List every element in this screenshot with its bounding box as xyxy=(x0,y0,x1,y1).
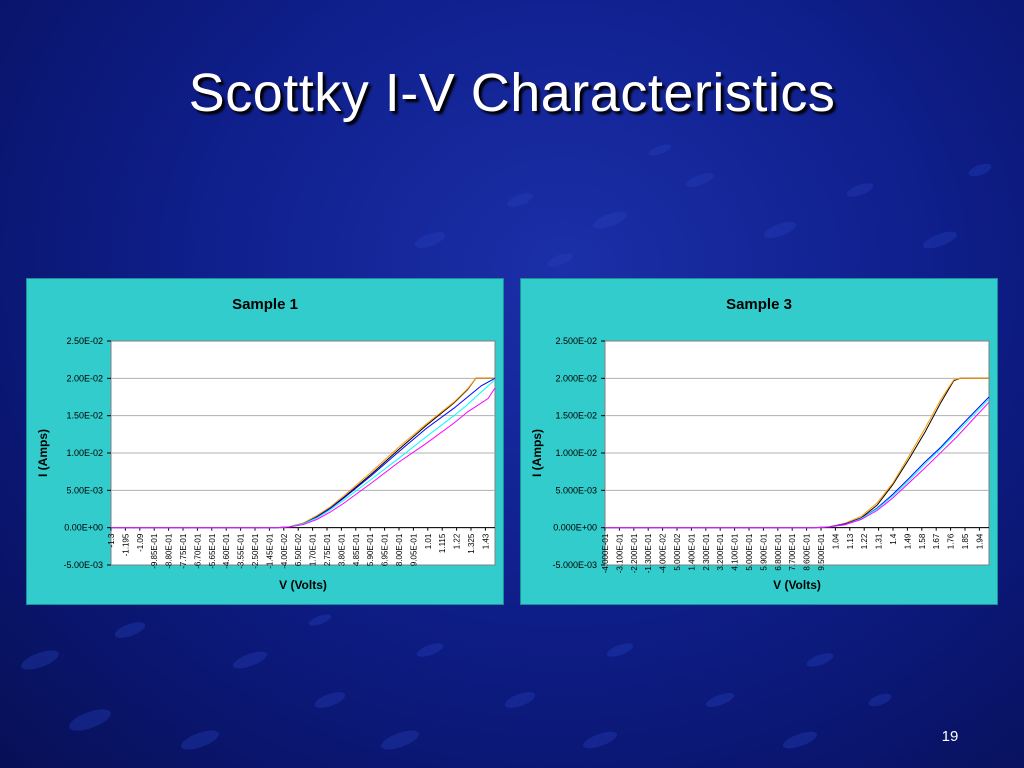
x-tick-label: 6.50E-02 xyxy=(294,533,303,566)
x-tick-label: 5.000E-02 xyxy=(673,533,682,570)
y-tick-label: 2.500E-02 xyxy=(555,336,597,346)
x-tick-label: 4.85E-01 xyxy=(352,533,361,566)
x-tick-label: -1.195 xyxy=(121,533,130,556)
chart-sample-3: Sample 3 2.500E-02 2.000E-02 1.500E-02 1.00… xyxy=(520,278,998,605)
x-tick-label: -8.80E-01 xyxy=(165,533,174,569)
y-tick-label: 0.000E+00 xyxy=(553,523,597,533)
y-tick-label: -5.00E-03 xyxy=(63,560,103,570)
y-tick-label: 2.000E-02 xyxy=(555,373,597,383)
x-tick-label: 1.31 xyxy=(875,533,884,549)
y-tick-label: -5.000E-03 xyxy=(552,560,597,570)
chart-title: Sample 1 xyxy=(232,296,298,313)
x-tick-label: -1.45E-01 xyxy=(265,533,274,569)
x-tick-label: 2.75E-01 xyxy=(323,533,332,566)
y-tick-label: 1.00E-02 xyxy=(66,448,103,458)
x-tick-label: 7.700E-01 xyxy=(788,533,797,570)
x-axis-label: V (Volts) xyxy=(279,578,327,592)
x-tick-label: -4.60E-01 xyxy=(222,533,231,569)
x-tick-label: 1.67 xyxy=(932,533,941,549)
x-tick-label: -4.000E-02 xyxy=(659,533,668,573)
x-tick-label: -7.75E-01 xyxy=(179,533,188,569)
y-tick-label: 0.00E+00 xyxy=(64,523,103,533)
x-tick-label: 1.70E-01 xyxy=(309,533,318,566)
y-tick-label: 1.000E-02 xyxy=(555,448,597,458)
y-tick-label: 5.000E-03 xyxy=(555,485,597,495)
x-tick-label: 1.22 xyxy=(453,533,462,549)
x-tick-label: -5.65E-01 xyxy=(208,533,217,569)
x-tick-label: 1.94 xyxy=(975,533,984,549)
x-tick-label: 6.800E-01 xyxy=(774,533,783,570)
x-tick-label: -3.55E-01 xyxy=(237,533,246,569)
x-tick-label: 1.325 xyxy=(467,533,476,554)
x-tick-label: 1.22 xyxy=(860,533,869,549)
x-tick-label: 3.80E-01 xyxy=(337,533,346,566)
x-tick-label: 6.95E-01 xyxy=(381,533,390,566)
x-tick-label: 5.90E-01 xyxy=(366,533,375,566)
x-tick-label: -1.09 xyxy=(136,533,145,552)
chart-plot: 2.500E-02 2.000E-02 1.500E-02 1.000E-02 5.00… xyxy=(530,336,990,592)
x-tick-label: 2.300E-01 xyxy=(702,533,711,570)
slide-title: Scottky I-V Characteristics xyxy=(188,63,836,123)
x-tick-label: -1.3 xyxy=(107,533,116,547)
x-tick-label: 5.900E-01 xyxy=(759,533,768,570)
x-tick-label: 1.115 xyxy=(438,533,447,553)
x-tick-label: 1.49 xyxy=(903,533,912,549)
x-tick-label: 1.43 xyxy=(481,533,490,549)
x-tick-label: 1.13 xyxy=(846,533,855,549)
x-axis-label: V (Volts) xyxy=(773,578,821,592)
y-tick-label: 1.50E-02 xyxy=(66,411,103,421)
chart-plot: 2.50E-02 2.00E-02 1.50E-02 1.00E-02 5.00E-03… xyxy=(36,336,496,592)
x-tick-label: 1.76 xyxy=(947,533,956,549)
series-line xyxy=(605,401,990,529)
y-tick-label: 5.00E-03 xyxy=(66,485,103,495)
chart-title: Sample 3 xyxy=(726,296,792,313)
x-tick-label: 9.500E-01 xyxy=(817,533,826,570)
x-tick-label: 5.000E-01 xyxy=(745,533,754,570)
x-tick-label: 1.400E-01 xyxy=(687,533,696,570)
y-axis-label: I (Amps) xyxy=(36,429,50,477)
x-tick-label: 3.200E-01 xyxy=(716,533,725,570)
page-number: 19 xyxy=(941,728,959,745)
x-tick-label: -3.100E-01 xyxy=(615,533,624,573)
x-tick-label: -9.85E-01 xyxy=(150,533,159,569)
x-tick-label: 1.4 xyxy=(889,533,898,545)
x-tick-label: -2.50E-01 xyxy=(251,533,260,569)
y-axis-label: I (Amps) xyxy=(530,429,544,477)
x-tick-label: 1.58 xyxy=(918,533,927,549)
x-tick-label: 8.600E-01 xyxy=(803,533,812,570)
x-tick-label: -6.70E-01 xyxy=(193,533,202,569)
x-tick-label: 9.05E-01 xyxy=(409,533,418,566)
x-tick-label: 1.85 xyxy=(961,533,970,549)
y-tick-label: 2.00E-02 xyxy=(66,373,103,383)
x-tick-label: -4.00E-02 xyxy=(280,533,289,569)
x-tick-label: 4.100E-01 xyxy=(731,533,740,570)
x-tick-label: -2.200E-01 xyxy=(630,533,639,573)
x-tick-label: 1.04 xyxy=(831,533,840,549)
series-line xyxy=(111,387,496,529)
x-tick-label: -4.000E-01 xyxy=(601,533,610,573)
x-tick-label: -1.300E-01 xyxy=(644,533,653,573)
x-tick-label: 8.00E-01 xyxy=(395,533,404,566)
x-tick-label: 1.01 xyxy=(424,533,433,549)
y-tick-label: 2.50E-02 xyxy=(66,336,103,346)
y-tick-label: 1.500E-02 xyxy=(555,411,597,421)
chart-sample-1: Sample 1 2.50E-02 2.00E-02 1.50E-02 1.00E-0… xyxy=(26,278,504,605)
